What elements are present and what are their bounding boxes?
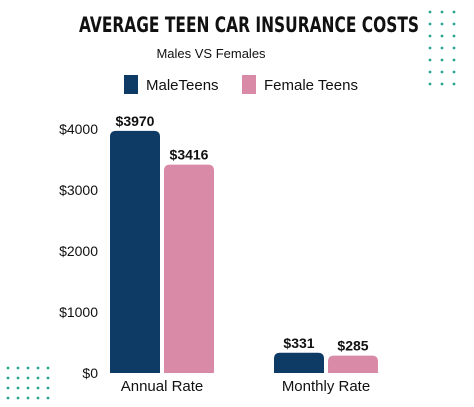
legend-swatch-female <box>242 75 256 94</box>
decorative-dot <box>16 376 20 380</box>
y-tick-label: $3000 <box>59 182 98 198</box>
y-tick-label: $0 <box>82 365 98 381</box>
decorative-dot <box>440 22 444 26</box>
decorative-dot <box>452 58 456 62</box>
bar-male-0 <box>110 130 160 373</box>
legend-label-female: Female Teens <box>264 77 358 94</box>
decorative-dots-bottom-left <box>6 366 50 400</box>
decorative-dot <box>46 386 50 390</box>
decorative-dot <box>36 396 40 400</box>
data-label: $3416 <box>170 147 209 163</box>
decorative-dot <box>6 396 10 400</box>
value-labels: $3970 $3416 $331 $285 <box>116 113 369 354</box>
decorative-dot <box>452 82 456 86</box>
bar-female-1 <box>328 355 378 373</box>
data-label: $285 <box>337 338 368 354</box>
decorative-dot <box>26 366 30 370</box>
decorative-dot <box>16 366 20 370</box>
decorative-dot <box>428 46 432 50</box>
decorative-dot <box>16 386 20 390</box>
chart-subtitle: Males VS Females <box>156 46 266 61</box>
chart-title: AVERAGE TEEN CAR INSURANCE COSTS <box>79 13 419 37</box>
decorative-dot <box>452 22 456 26</box>
decorative-dot <box>428 10 432 14</box>
decorative-dot <box>46 396 50 400</box>
decorative-dot <box>36 386 40 390</box>
bar-male-1 <box>274 352 324 373</box>
category-labels: Annual Rate Monthly Rate <box>121 378 370 395</box>
bars <box>110 130 378 373</box>
y-tick-label: $2000 <box>59 243 98 259</box>
decorative-dot <box>428 34 432 38</box>
decorative-dot <box>428 58 432 62</box>
decorative-dots-top-right <box>428 10 456 86</box>
decorative-dot <box>440 34 444 38</box>
decorative-dot <box>26 396 30 400</box>
decorative-dot <box>26 386 30 390</box>
decorative-dot <box>440 10 444 14</box>
decorative-dot <box>46 366 50 370</box>
data-label: $331 <box>283 335 314 351</box>
decorative-dot <box>452 46 456 50</box>
decorative-dot <box>6 386 10 390</box>
decorative-dot <box>428 70 432 74</box>
decorative-dot <box>36 366 40 370</box>
decorative-dot <box>428 22 432 26</box>
decorative-dot <box>36 376 40 380</box>
decorative-dot <box>26 376 30 380</box>
decorative-dot <box>440 46 444 50</box>
category-label: Monthly Rate <box>282 378 370 395</box>
data-label: $3970 <box>116 113 155 129</box>
decorative-dot <box>440 70 444 74</box>
legend: MaleTeens Female Teens <box>124 75 358 94</box>
legend-label-male: MaleTeens <box>146 77 219 94</box>
bar-female-0 <box>164 164 214 373</box>
y-axis-ticks: $0 $1000 $2000 $3000 $4000 <box>59 121 98 381</box>
legend-swatch-male <box>124 75 138 94</box>
decorative-dot <box>428 82 432 86</box>
decorative-dot <box>452 70 456 74</box>
decorative-dot <box>16 396 20 400</box>
decorative-dot <box>46 376 50 380</box>
decorative-dot <box>452 34 456 38</box>
decorative-dot <box>6 376 10 380</box>
y-tick-label: $4000 <box>59 121 98 137</box>
decorative-dot <box>440 58 444 62</box>
decorative-dot <box>452 10 456 14</box>
category-label: Annual Rate <box>121 378 204 395</box>
decorative-dot <box>6 366 10 370</box>
y-tick-label: $1000 <box>59 304 98 320</box>
decorative-dot <box>440 82 444 86</box>
